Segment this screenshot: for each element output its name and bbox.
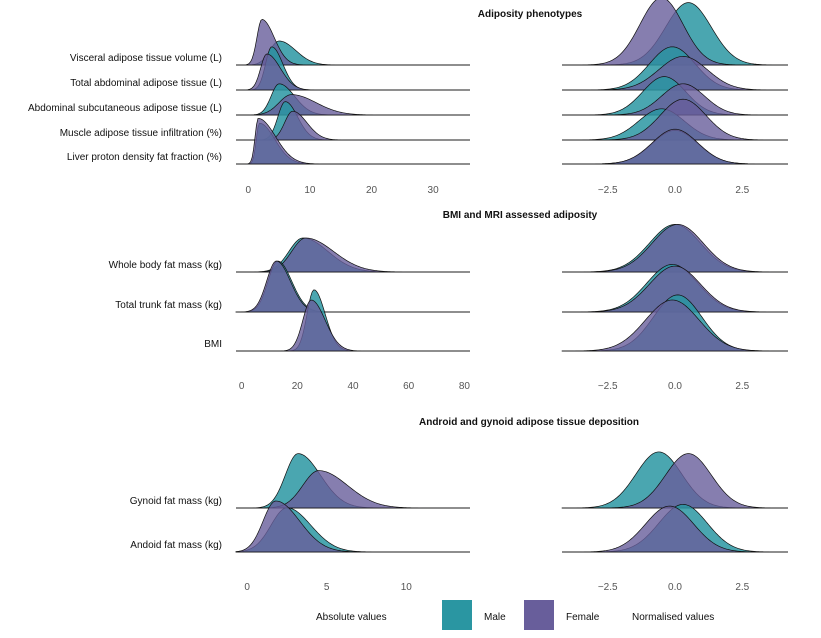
ridge-female-normalised [562, 453, 789, 509]
ridge-female-normalised [562, 224, 789, 273]
legend-female-swatch [524, 600, 554, 630]
panel-2: BMI and MRI assessed adiposity Whole body… [109, 210, 789, 392]
row-label: Total trunk fat mass (kg) [115, 300, 222, 311]
panel-title: Adiposity phenotypes [478, 9, 583, 20]
row-label: Abdominal subcutaneous adipose tissue (L… [28, 103, 222, 114]
tick-label-absolute: 0 [239, 381, 245, 392]
ridge-row: Total trunk fat mass (kg) [115, 260, 788, 313]
panel-3: Android and gynoid adipose tissue deposi… [130, 417, 789, 593]
legend-absolute-label: Absolute values [316, 612, 387, 623]
tick-label-absolute: 20 [366, 185, 378, 196]
ridge-row: Andoid fat mass (kg) [130, 500, 789, 553]
ridge-row: Liver proton density fat fraction (%) [67, 118, 788, 165]
ridge-female-normalised [562, 83, 788, 116]
tick-label-normalised: 0.0 [668, 582, 682, 593]
ridge-row: Gynoid fat mass (kg) [130, 451, 789, 509]
ridge-female-normalised [562, 56, 788, 91]
ridge-female-normalised [562, 265, 788, 313]
tick-label-absolute: 40 [347, 381, 359, 392]
ridge-row: Whole body fat mass (kg) [109, 224, 789, 273]
tick-label-normalised: 2.5 [735, 381, 749, 392]
tick-label-normalised: −2.5 [598, 381, 618, 392]
tick-label-absolute: 0 [244, 582, 250, 593]
ridge-female-absolute [236, 299, 470, 352]
row-label: Andoid fat mass (kg) [130, 540, 222, 551]
ridge-female-absolute [235, 500, 470, 553]
legend-normalised-label: Normalised values [632, 612, 714, 623]
ridge-female-absolute [236, 53, 470, 91]
ridge-female-normalised [561, 299, 789, 352]
row-label: Gynoid fat mass (kg) [130, 496, 222, 507]
tick-label-absolute: 5 [324, 582, 330, 593]
tick-label-normalised: 0.0 [668, 185, 682, 196]
legend: Absolute values Male Female Normalised v… [316, 600, 714, 630]
row-label: BMI [204, 339, 222, 350]
ridge-female-absolute [236, 19, 470, 66]
ridge-female-absolute [236, 94, 470, 116]
tick-label-normalised: 2.5 [735, 185, 749, 196]
row-label: Whole body fat mass (kg) [109, 260, 222, 271]
ridge-female-absolute [236, 237, 470, 273]
legend-male-swatch [442, 600, 472, 630]
legend-male-label: Male [484, 612, 506, 623]
ridge-row: BMI [204, 289, 789, 352]
panels-layer: Adiposity phenotypes Visceral adipose tis… [28, 0, 789, 593]
row-label: Total abdominal adipose tissue (L) [70, 78, 222, 89]
tick-label-normalised: 0.0 [668, 381, 682, 392]
ridge-female-normalised [562, 0, 788, 66]
tick-label-absolute: 20 [292, 381, 304, 392]
panel-title: Android and gynoid adipose tissue deposi… [419, 417, 639, 428]
panel-title: BMI and MRI assessed adiposity [443, 210, 598, 221]
ridge-row: Abdominal subcutaneous adipose tissue (L… [28, 76, 788, 116]
row-label: Muscle adipose tissue infiltration (%) [60, 128, 222, 139]
tick-label-absolute: 60 [403, 381, 415, 392]
ridge-female-absolute [235, 260, 470, 313]
legend-female-label: Female [566, 612, 600, 623]
row-label: Liver proton density fat fraction (%) [67, 152, 222, 163]
ridge-female-normalised [562, 128, 788, 165]
tick-label-normalised: −2.5 [598, 582, 618, 593]
ridge-female-normalised [562, 98, 788, 141]
ridge-row: Muscle adipose tissue infiltration (%) [60, 98, 788, 141]
ridge-row: Total abdominal adipose tissue (L) [70, 46, 788, 91]
row-label: Visceral adipose tissue volume (L) [70, 53, 222, 64]
tick-label-absolute: 80 [459, 381, 471, 392]
tick-label-absolute: 10 [304, 185, 316, 196]
tick-label-absolute: 30 [428, 185, 440, 196]
ridge-female-normalised [562, 505, 788, 553]
ridge-row: Visceral adipose tissue volume (L) [70, 0, 789, 66]
tick-label-normalised: 2.5 [735, 582, 749, 593]
tick-label-normalised: −2.5 [598, 185, 618, 196]
tick-label-absolute: 10 [401, 582, 413, 593]
tick-label-absolute: 0 [246, 185, 252, 196]
ridge-female-absolute [236, 118, 470, 165]
panel-1: Adiposity phenotypes Visceral adipose tis… [28, 0, 789, 196]
